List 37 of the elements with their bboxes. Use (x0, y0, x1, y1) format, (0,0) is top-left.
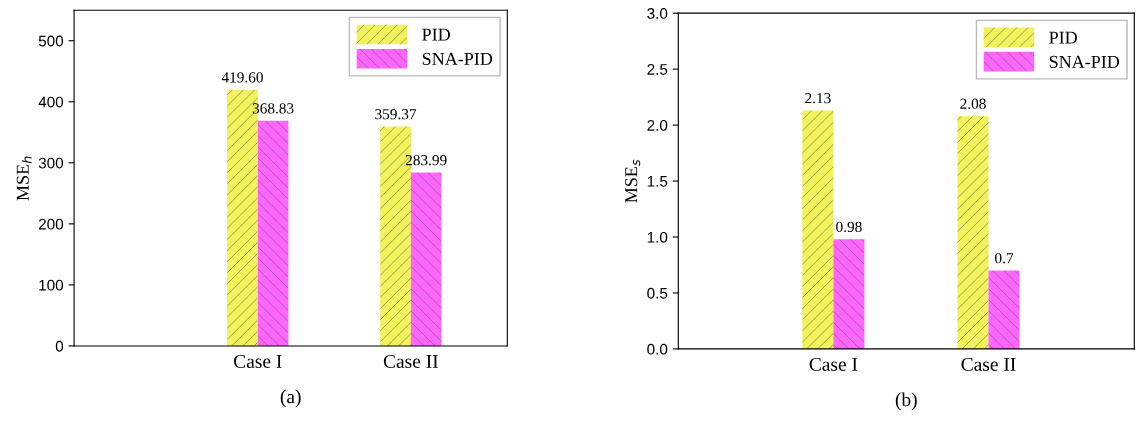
x-tick-label: Case II (383, 354, 438, 368)
data-label: 2.08 (960, 98, 986, 109)
data-label: 0.98 (836, 221, 862, 233)
legend-label: PID (1049, 31, 1077, 44)
y-tick-label: 0.5 (647, 287, 668, 299)
y-tick-label: 100 (39, 279, 64, 291)
y-axis-title: MSE$_{h}$ (16, 156, 32, 201)
legend-label: PID (422, 28, 450, 41)
text: (b) (895, 392, 917, 411)
bar (833, 239, 865, 349)
data-label: 419.60 (221, 72, 263, 83)
y-tick-label: 400 (38, 96, 64, 108)
legend-label: SNA-PID (1049, 55, 1120, 68)
bar (988, 270, 1020, 349)
y-tick-label: 1.0 (647, 231, 668, 243)
data-label: 359.37 (375, 109, 417, 120)
y-tick-label: 2.5 (647, 64, 668, 75)
x-tick-label: Case I (809, 357, 858, 371)
legend-label: SNA-PID (422, 52, 493, 65)
y-axis-title: MSE$_{s}$ (625, 159, 641, 203)
bar (802, 110, 834, 349)
y-tick-label: 300 (38, 157, 64, 169)
y-tick-label: 2.0 (647, 119, 668, 131)
y-tick-label: 500 (38, 35, 64, 47)
bar (957, 116, 989, 349)
x-tick-label: Case II (961, 357, 1016, 371)
y-tick-label: 0 (55, 340, 64, 352)
y-tick-label: 1.5 (647, 176, 668, 187)
y-tick-label: 0.0 (647, 343, 668, 355)
text: (a) (280, 389, 301, 408)
bar (257, 120, 289, 346)
x-tick-label: Case I (234, 354, 282, 368)
data-label: 2.13 (805, 93, 831, 104)
y-tick-label: 3.0 (647, 8, 668, 19)
bar (410, 172, 442, 346)
data-label: 0.7 (995, 253, 1014, 264)
y-tick-label: 200 (38, 218, 64, 230)
